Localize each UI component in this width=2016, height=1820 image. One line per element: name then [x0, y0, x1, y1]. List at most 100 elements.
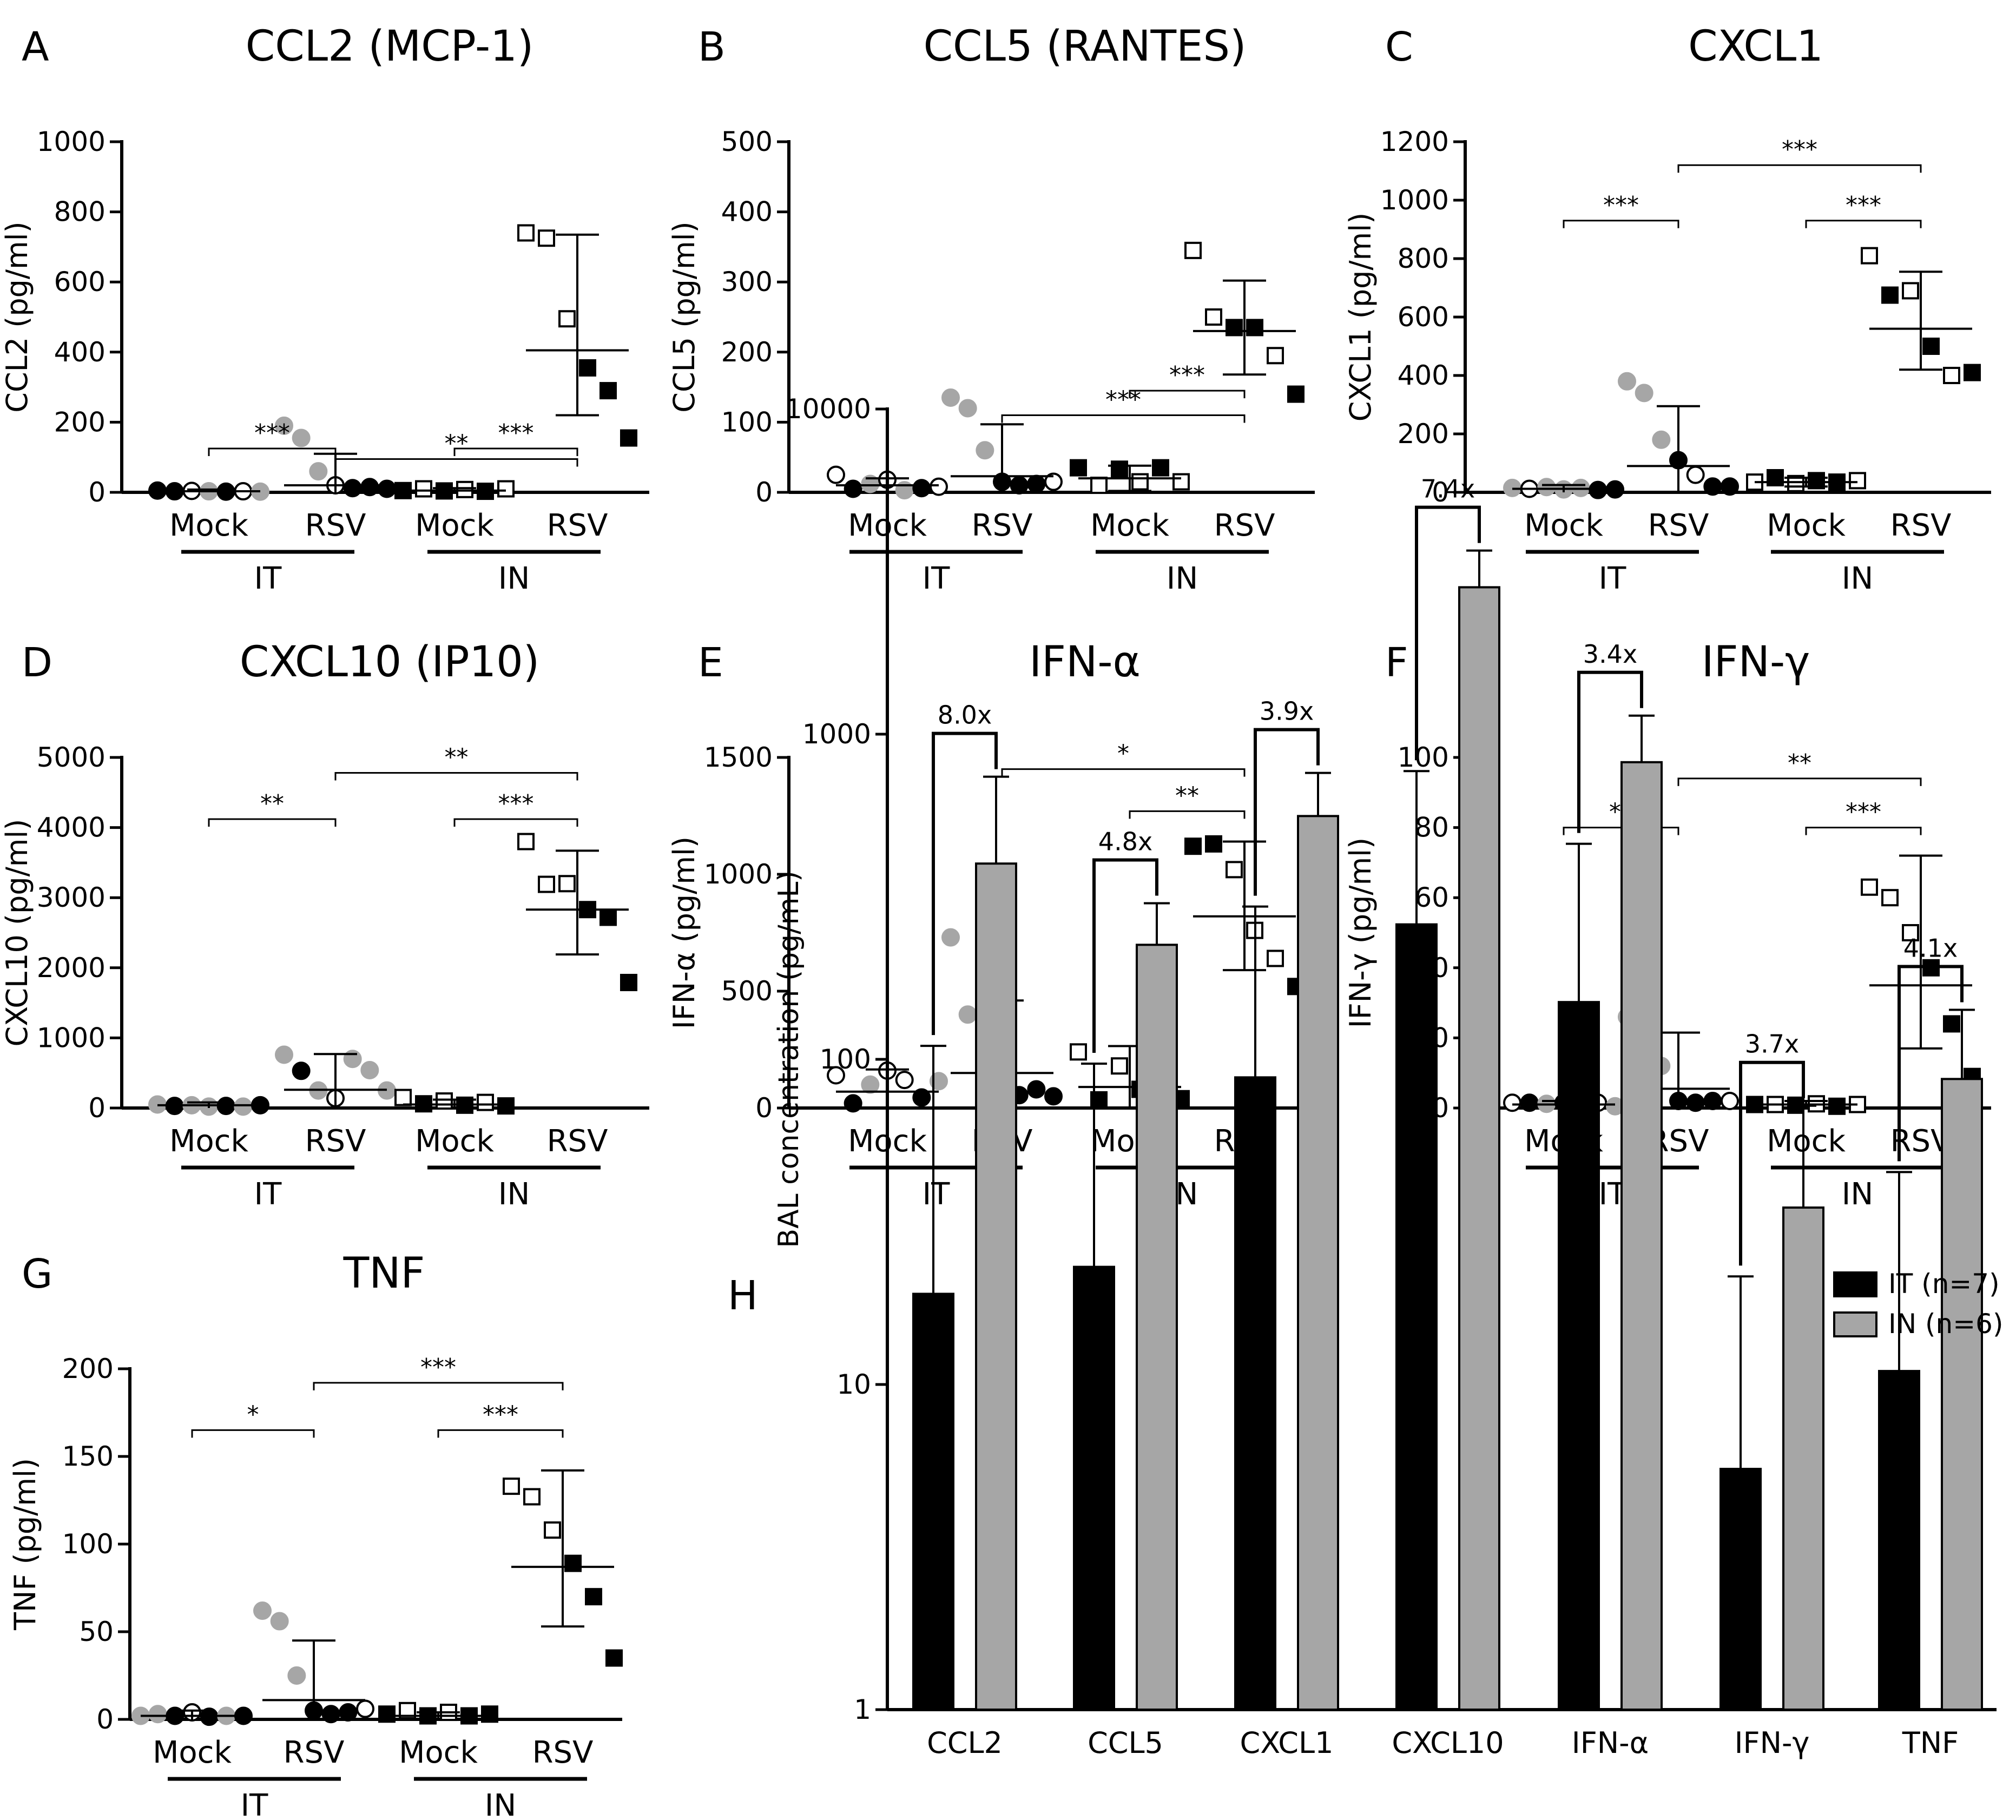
x-category-label: Mock [415, 1124, 494, 1159]
y-tick-label: 500 [721, 126, 773, 157]
y-tick-label: 400 [1398, 360, 1449, 391]
data-point [436, 1092, 453, 1110]
data-point [234, 1097, 253, 1116]
group-label: IN [485, 1788, 516, 1820]
panel-d: D CXCL10 (IP10) 0 1000 2000 3000 4000 5000 CXCL1… [0, 638, 649, 1212]
significance-bracket [191, 1429, 315, 1438]
significance-label: ** [445, 430, 469, 457]
data-point [895, 1071, 914, 1090]
bar [1558, 1001, 1600, 1711]
x-category-label: RSV [305, 1124, 366, 1159]
data-point [1226, 861, 1243, 879]
significance-bracket [437, 1429, 564, 1438]
panel-title: TNF [343, 1249, 425, 1298]
data-point [1044, 1087, 1063, 1106]
data-point [912, 1088, 931, 1107]
y-tick-label: 500 [721, 975, 773, 1007]
y-tick-label: 400 [721, 196, 773, 228]
data-point [1902, 924, 1919, 941]
data-point [558, 875, 576, 893]
data-point [958, 399, 977, 418]
significance-label: ** [1175, 782, 1199, 809]
data-point [1703, 1092, 1722, 1111]
data-point [1131, 473, 1149, 491]
data-point [378, 1705, 396, 1723]
data-point [287, 1666, 306, 1685]
y-tick-label: 600 [54, 266, 106, 298]
data-point [1721, 1092, 1739, 1111]
y-tick-label: 1000 [37, 1022, 106, 1053]
significance-label: *** [1603, 192, 1639, 219]
data-point [1828, 1097, 1846, 1115]
y-tick-label: 1000 [704, 859, 773, 890]
data-point [538, 229, 555, 247]
data-point [360, 1061, 379, 1080]
legend-label: IN (n=6) [1888, 1308, 2003, 1340]
y-tick-label: 0 [755, 1092, 773, 1124]
data-point [1881, 286, 1899, 304]
panel-title: CCL5 (RANTES) [924, 22, 1247, 71]
panel-title: CCL2 (MCP-1) [246, 22, 534, 71]
data-point [599, 382, 617, 400]
data-point [1152, 459, 1169, 477]
y-tick-label: 5000 [37, 742, 106, 773]
y-axis-label: IFN-γ (pg/ml) [1343, 838, 1378, 1028]
significance-bracket [334, 458, 578, 467]
data-point [844, 479, 862, 498]
legend-swatch [1833, 1311, 1877, 1337]
y-tick-label: 50 [79, 1616, 114, 1647]
panel-title: IFN-γ [1702, 638, 1810, 687]
panel-b: B CCL5 (RANTES) 0 100 200 300 400 500 CCL5 (pg/m… [667, 22, 1315, 596]
group-label: IN [498, 1177, 530, 1212]
data-point [976, 441, 994, 460]
x-category-label: RSV [284, 1735, 345, 1770]
x-category-label: CCL5 [1088, 1726, 1163, 1760]
y-tick-label: 600 [1398, 301, 1449, 333]
data-point [1849, 472, 1866, 490]
bar [1878, 1370, 1920, 1711]
data-point [1090, 477, 1108, 494]
bar [1073, 1265, 1115, 1711]
y-axis-label: CCL2 (pg/ml) [0, 221, 34, 413]
x-category-label: Mock [169, 1124, 248, 1159]
data-point [579, 359, 596, 377]
significance-bracket [1677, 777, 1922, 786]
group-label: IN [1167, 561, 1198, 596]
y-tick-label: 800 [1398, 243, 1449, 274]
fold-change-bracket [932, 731, 998, 1036]
data-point [270, 1612, 289, 1631]
bar [1719, 1468, 1762, 1711]
data-point [148, 1705, 167, 1724]
data-point [343, 479, 362, 498]
fold-change-bracket [1092, 858, 1158, 1053]
bar [912, 1293, 954, 1711]
panel-letter-h: H [728, 1272, 758, 1319]
y-tick-label: 10000 [785, 393, 871, 425]
data-point [1703, 477, 1722, 496]
data-point [517, 224, 535, 242]
significance-label: *** [483, 1401, 518, 1428]
significance-bracket [208, 818, 337, 827]
bar [1782, 1206, 1824, 1711]
data-point [1205, 308, 1222, 326]
data-point [1686, 465, 1705, 484]
x-category-label: Mock [1767, 1124, 1846, 1159]
data-point [1267, 949, 1284, 967]
significance-label: *** [498, 419, 534, 447]
y-tick-label: 1000 [802, 718, 871, 750]
data-point [481, 1705, 498, 1723]
data-point [861, 1075, 880, 1094]
data-point [1618, 372, 1636, 391]
group-label: IT [923, 561, 951, 596]
fold-change-label: 4.8x [1098, 827, 1152, 856]
significance-bracket [1001, 768, 1246, 777]
panel-letter-e: E [698, 639, 723, 686]
data-point [930, 1072, 948, 1091]
data-point [253, 1601, 272, 1620]
significance-bracket [1563, 220, 1679, 228]
y-tick-label: 150 [62, 1441, 114, 1472]
x-category-label: Mock [153, 1735, 232, 1770]
fold-change-bracket [1415, 505, 1481, 761]
